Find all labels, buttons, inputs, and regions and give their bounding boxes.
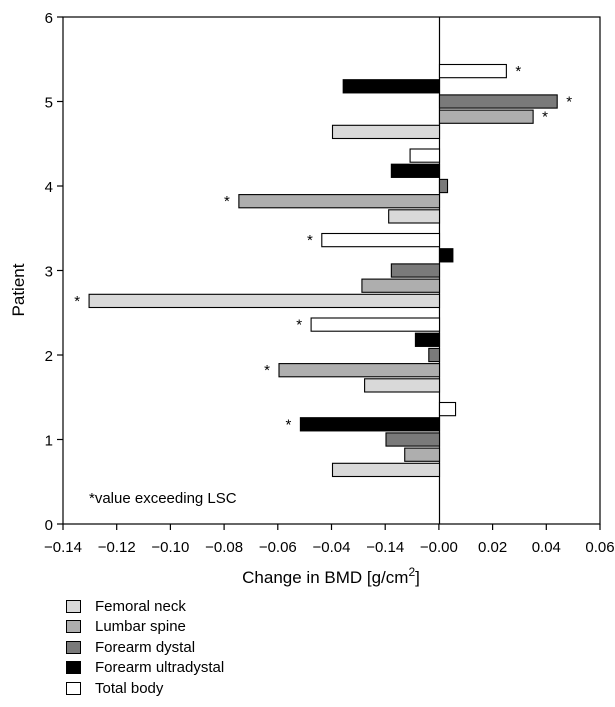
significance-asterisk: * <box>515 63 521 80</box>
y-tick-label: 6 <box>45 10 53 27</box>
bar-lumbar-spine-patient-3 <box>361 278 441 293</box>
x-tick-label: −0.12 <box>98 539 136 556</box>
significance-asterisk: * <box>264 362 270 379</box>
legend-label: Total body <box>95 679 164 697</box>
y-tick-label: 3 <box>45 264 53 281</box>
bar-total-body-patient-3 <box>321 232 441 248</box>
legend-swatch <box>66 640 81 654</box>
significance-asterisk: * <box>74 293 80 310</box>
bar-forearm-dystal-patient-2 <box>428 347 441 363</box>
bar-lumbar-spine-patient-5 <box>438 109 534 124</box>
x-tick-label: 0.04 <box>532 539 561 556</box>
bar-total-body-patient-4 <box>409 148 441 163</box>
bar-forearm-ultradystal-patient-1 <box>299 417 441 432</box>
legend-swatch <box>66 599 81 613</box>
bar-femoral-neck-patient-5 <box>331 124 441 140</box>
legend-label: Femoral neck <box>95 597 186 615</box>
bar-forearm-ultradystal-patient-4 <box>390 163 441 178</box>
bar-forearm-dystal-patient-4 <box>438 178 449 194</box>
bmd-bar-chart: −0.14 −0.12 −0.10 −0.08 −0.06 −0.04 −0.14 −0.00… <box>9 10 615 587</box>
y-tick-label: 0 <box>45 517 53 534</box>
bar-femoral-neck-patient-2 <box>364 378 441 393</box>
bar-forearm-dystal-patient-5 <box>438 94 558 109</box>
lsc-annotation: *value exceeding LSC <box>89 490 237 507</box>
legend-swatch <box>66 661 81 675</box>
bar-forearm-ultradystal-patient-5 <box>342 79 441 94</box>
significance-asterisk: * <box>566 94 572 111</box>
legend-item-total-body: Total body <box>66 678 224 699</box>
legend-label: Forearm dystal <box>95 638 196 656</box>
legend-item-femoral-neck: Femoral neck <box>66 596 224 617</box>
legend-label: Forearm ultradystal <box>95 659 225 677</box>
bar-femoral-neck-patient-4 <box>388 209 441 224</box>
legend-item-forearm-ultradystal: Forearm ultradystal <box>66 658 224 679</box>
bar-lumbar-spine-patient-2 <box>278 363 441 378</box>
x-tick-label: −0.04 <box>313 539 351 556</box>
y-tick-label: 4 <box>45 179 53 196</box>
bar-femoral-neck-patient-1 <box>331 462 441 478</box>
y-tick-label: 5 <box>45 95 53 112</box>
bar-total-body-patient-1 <box>438 401 457 417</box>
y-tick-label: 1 <box>45 433 53 450</box>
bar-total-body-patient-5 <box>438 63 507 79</box>
y-tick-label: 2 <box>45 348 53 365</box>
x-tick-label: −0.14 <box>44 539 82 556</box>
legend-item-forearm-dystal: Forearm dystal <box>66 637 224 658</box>
x-tick-label: 0.02 <box>478 539 507 556</box>
x-axis-title: Change in BMD [g/cm2] <box>242 565 420 587</box>
significance-asterisk: * <box>286 416 292 433</box>
legend-item-lumbar-spine: Lumbar spine <box>66 617 224 638</box>
bar-forearm-dystal-patient-3 <box>390 263 441 278</box>
bar-forearm-dystal-patient-1 <box>385 432 441 447</box>
x-tick-label: −0.06 <box>259 539 297 556</box>
y-axis-title: Patient <box>9 263 28 316</box>
bar-lumbar-spine-patient-4 <box>238 194 441 209</box>
significance-asterisk: * <box>296 317 302 334</box>
x-tick-label: −0.14 <box>366 539 404 556</box>
bar-femoral-neck-patient-3 <box>88 293 441 309</box>
legend-swatch <box>66 681 81 695</box>
x-tick-label: −0.10 <box>151 539 189 556</box>
plot-frame <box>62 16 601 525</box>
significance-asterisk: * <box>224 193 230 210</box>
significance-asterisk: * <box>542 109 548 126</box>
bar-lumbar-spine-patient-1 <box>404 447 441 462</box>
bar-forearm-ultradystal-patient-3 <box>438 248 454 263</box>
x-tick-label: −0.08 <box>205 539 243 556</box>
bar-forearm-ultradystal-patient-2 <box>414 332 441 347</box>
x-tick-label: 0.06 <box>585 539 614 556</box>
legend-label: Lumbar spine <box>95 618 186 636</box>
legend-swatch <box>66 620 81 634</box>
x-tick-label: −0.00 <box>420 539 458 556</box>
bar-total-body-patient-2 <box>310 317 441 332</box>
chart-legend: Femoral neck Lumbar spine Forearm dystal Fo… <box>66 596 224 699</box>
significance-asterisk: * <box>307 232 313 249</box>
